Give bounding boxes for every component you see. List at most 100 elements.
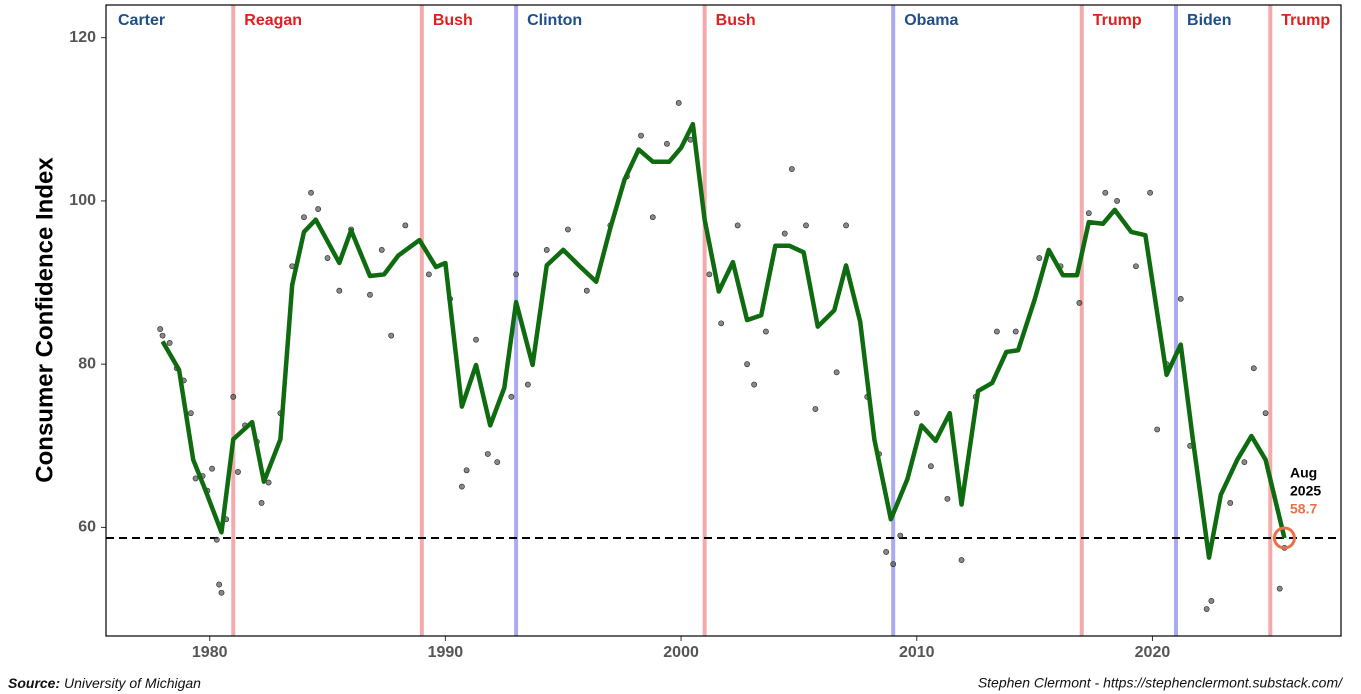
- data-point: [494, 459, 501, 466]
- president-label: Clinton: [527, 12, 582, 29]
- data-point: [1085, 210, 1092, 217]
- data-point: [209, 465, 215, 472]
- data-point: [890, 561, 897, 568]
- data-point: [192, 475, 199, 482]
- source-label: Source:: [8, 675, 60, 691]
- data-point: [1262, 410, 1269, 417]
- data-point: [315, 206, 322, 212]
- data-point: [788, 166, 795, 172]
- data-point: [1076, 300, 1083, 306]
- data-point: [763, 328, 769, 335]
- data-point: [664, 140, 670, 147]
- data-point: [301, 214, 307, 221]
- data-point: [1147, 189, 1153, 196]
- data-point: [166, 340, 173, 346]
- data-point: [1203, 606, 1210, 612]
- president-label: Carter: [118, 12, 165, 29]
- data-point: [367, 291, 373, 298]
- president-label: Biden: [1187, 12, 1231, 29]
- data-point: [402, 222, 409, 229]
- x-tick-label: 1990: [428, 644, 464, 661]
- president-label: Trump: [1093, 12, 1142, 29]
- y-axis-title: Consumer Confidence Index: [31, 157, 58, 483]
- data-point: [1227, 500, 1234, 506]
- highlight-ring: [1272, 526, 1296, 550]
- data-point: [1036, 255, 1043, 261]
- data-point: [187, 410, 194, 417]
- x-tick-label: 2000: [663, 644, 699, 661]
- data-point: [463, 467, 470, 474]
- annotation-text: 2025: [1290, 483, 1321, 499]
- data-point: [508, 393, 515, 400]
- data-point: [258, 500, 265, 506]
- data-point: [543, 246, 550, 253]
- data-point: [458, 483, 465, 490]
- data-point: [388, 332, 395, 339]
- data-point: [781, 230, 788, 237]
- data-point: [718, 320, 725, 327]
- trend-line: [160, 121, 1287, 560]
- y-tick-label: 100: [69, 192, 96, 209]
- x-tick-label: 2010: [899, 644, 935, 661]
- data-point: [675, 100, 682, 106]
- y-tick-label: 120: [69, 29, 96, 46]
- data-point: [734, 222, 741, 229]
- data-point: [706, 271, 713, 278]
- data-point: [473, 336, 479, 343]
- president-label: Obama: [904, 12, 958, 29]
- data-point: [1012, 328, 1019, 335]
- data-point: [803, 222, 809, 229]
- data-point: [744, 361, 750, 368]
- data-point: [159, 332, 166, 339]
- plot-frame: [105, 4, 1342, 637]
- data-point: [324, 255, 331, 261]
- annotation-text: Aug: [1290, 465, 1317, 481]
- source: Source: University of Michigan: [8, 675, 201, 691]
- data-point: [993, 328, 1000, 335]
- data-point: [524, 381, 531, 388]
- data-point: [213, 536, 220, 543]
- data-point: [958, 557, 965, 563]
- data-point: [378, 246, 385, 253]
- data-point: [1241, 459, 1248, 466]
- y-tick-label: 80: [78, 355, 96, 372]
- data-point: [913, 410, 920, 417]
- data-point: [812, 406, 819, 412]
- annotation-value: 58.7: [1290, 501, 1317, 517]
- y-tick-label: 60: [78, 519, 96, 536]
- data-point: [1133, 263, 1139, 270]
- data-point: [565, 226, 571, 233]
- data-point: [1102, 189, 1109, 196]
- data-point: [484, 451, 491, 457]
- credit: Stephen Clermont - https://stephenclermo…: [978, 675, 1344, 691]
- data-point: [883, 549, 890, 555]
- president-label: Bush: [433, 12, 473, 29]
- data-point: [235, 469, 241, 475]
- data-point: [649, 214, 656, 221]
- data-point: [1208, 597, 1215, 604]
- x-tick-label: 1980: [192, 644, 228, 661]
- data-point: [897, 532, 904, 539]
- data-point: [843, 222, 849, 229]
- data-point: [638, 132, 644, 139]
- president-label: Reagan: [244, 12, 302, 29]
- data-point: [1114, 198, 1120, 204]
- data-point: [1177, 295, 1184, 302]
- data-point: [425, 271, 432, 278]
- data-point: [157, 326, 164, 332]
- president-label: Trump: [1281, 12, 1330, 29]
- data-point: [583, 287, 590, 294]
- data-point: [928, 463, 934, 470]
- data-point: [336, 287, 343, 294]
- data-point: [308, 189, 314, 196]
- data-point: [833, 369, 840, 376]
- data-point: [751, 381, 758, 388]
- data-point: [216, 581, 223, 588]
- data-point: [230, 393, 237, 400]
- data-point: [1276, 585, 1283, 592]
- data-point: [1154, 426, 1161, 433]
- x-tick-label: 2020: [1135, 644, 1171, 661]
- data-point: [1250, 365, 1257, 372]
- data-point: [944, 495, 951, 502]
